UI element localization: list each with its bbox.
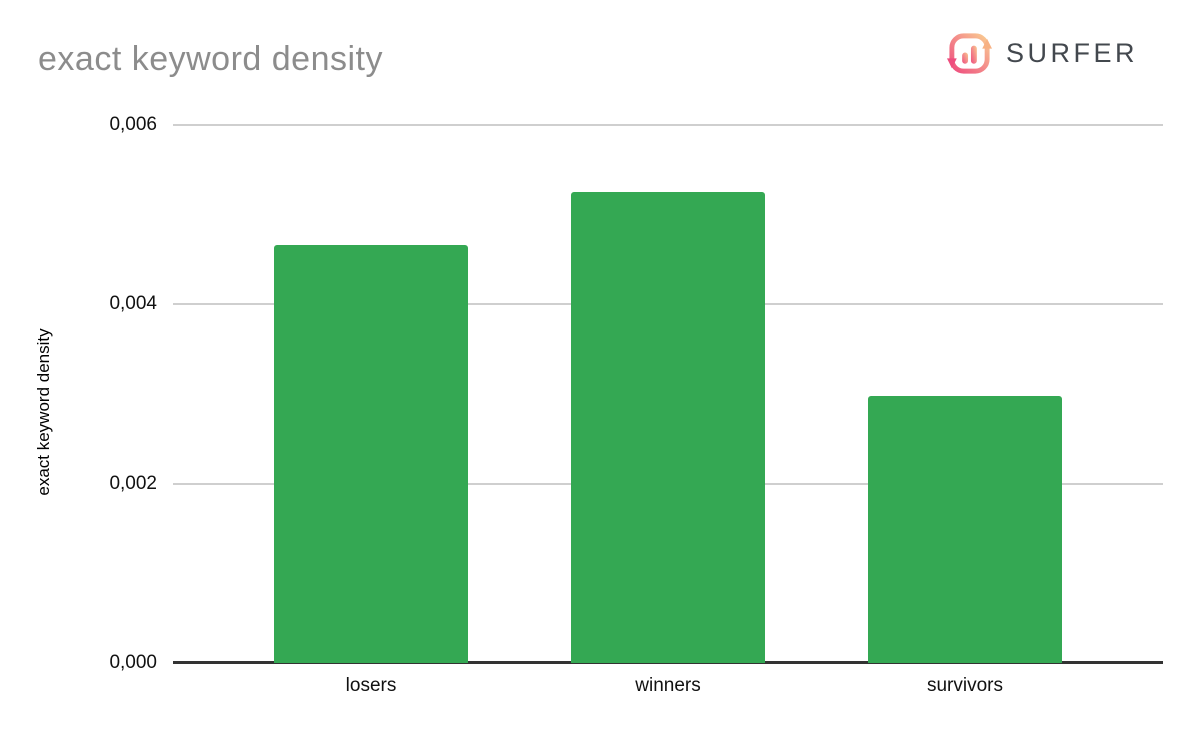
gridline xyxy=(173,124,1163,126)
x-tick-label: survivors xyxy=(926,675,1004,696)
x-tick-label: losers xyxy=(345,675,397,696)
plot-area: 0,000 0,002 0,004 0,006 losers winners survivo… xyxy=(109,114,1163,696)
y-axis-title: exact keyword density xyxy=(34,328,53,496)
bar-survivors xyxy=(868,395,1062,663)
bar-losers xyxy=(274,245,468,663)
y-tick-label: 0,002 xyxy=(109,472,157,494)
y-tick-label: 0,004 xyxy=(109,293,157,315)
chart-title: exact keyword density xyxy=(38,40,383,78)
y-tick-label: 0,000 xyxy=(109,652,157,673)
bar-winners xyxy=(571,192,765,663)
surfer-logo-text: SURFER xyxy=(1005,38,1138,68)
surfer-logo-icon xyxy=(946,33,993,74)
x-tick-label: winners xyxy=(635,675,701,696)
surfer-logo: SURFER xyxy=(946,30,1138,77)
y-tick-label: 0,006 xyxy=(109,114,157,135)
